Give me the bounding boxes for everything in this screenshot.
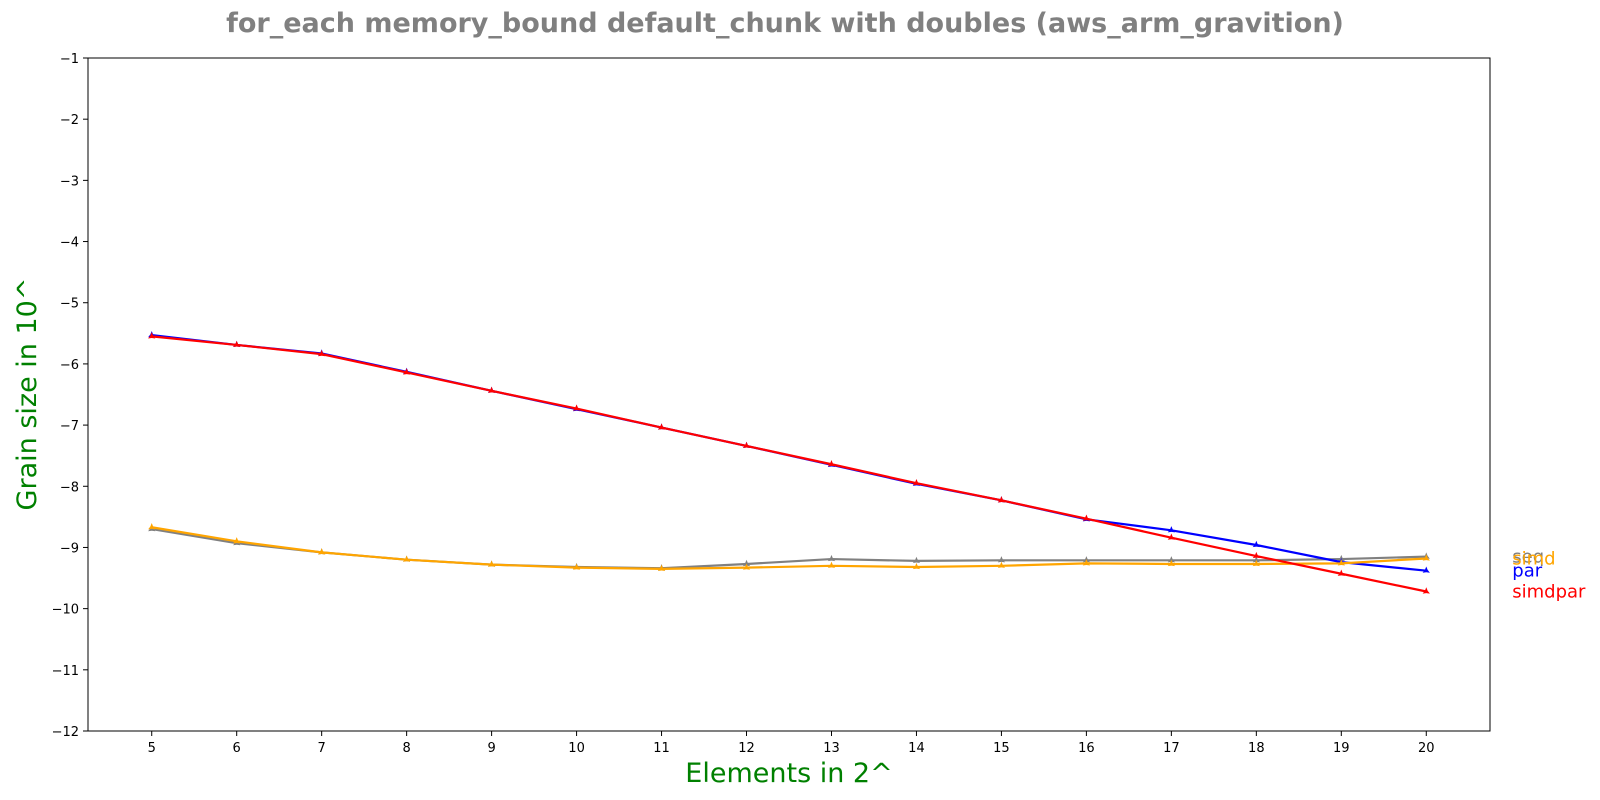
data-point-simdpar [742, 441, 751, 448]
data-point-seq [912, 556, 921, 564]
series-label-simdpar: simdpar [1512, 582, 1586, 603]
y-tick-label: −9 [60, 541, 79, 556]
data-point-seq [827, 554, 836, 562]
data-point-seq [1252, 556, 1260, 563]
x-tick-label: 5 [148, 741, 156, 756]
data-point-seq [742, 559, 751, 567]
y-tick-label: −7 [60, 419, 79, 434]
series-line-simd [151, 526, 1427, 570]
data-point-simd [318, 548, 326, 555]
data-point-simd [1422, 554, 1430, 561]
y-tick-label: −3 [60, 174, 79, 189]
x-tick-label: 16 [1078, 741, 1095, 756]
data-point-simdpar [1337, 569, 1345, 576]
data-point-simd [1082, 559, 1091, 566]
y-axis-ticks: −1 −2 −3 −4 −5 −6 −7 −8 −9 −10 −11 −12 [52, 52, 88, 740]
x-tick-label: 10 [568, 741, 585, 756]
x-tick-label: 18 [1248, 741, 1265, 756]
x-tick-label: 9 [487, 741, 495, 756]
data-point-simd [487, 560, 496, 567]
data-point-simdpar [572, 404, 581, 411]
x-tick-label: 7 [318, 741, 326, 756]
series-line-simdpar [151, 335, 1427, 593]
data-point-simd [1252, 559, 1260, 567]
x-tick-label: 13 [823, 741, 840, 756]
x-tick-label: 14 [908, 741, 925, 756]
data-point-par [1252, 540, 1260, 548]
data-point-simdpar [1252, 551, 1260, 559]
data-point-simdpar [148, 332, 156, 339]
series-label-seq: seq [1512, 547, 1544, 568]
data-point-simdpar [403, 368, 411, 375]
x-tick-label: 15 [993, 741, 1010, 756]
y-tick-label: −1 [60, 52, 79, 67]
data-point-simdpar [997, 496, 1006, 503]
x-tick-label: 20 [1418, 741, 1435, 756]
data-point-simdpar [1422, 587, 1430, 594]
data-point-par [1167, 526, 1175, 533]
data-point-seq [1167, 556, 1175, 563]
data-point-simdpar [1167, 533, 1175, 540]
chart-title: for_each memory_bound default_chunk with… [226, 8, 1344, 39]
data-point-simdpar [1082, 514, 1091, 521]
series-par [148, 330, 1430, 573]
data-point-simdpar [487, 386, 496, 393]
y-tick-label: −4 [60, 236, 79, 251]
series-simd [148, 523, 1430, 571]
y-axis-label: Grain size in 10^ [12, 278, 43, 511]
plot-frame [87, 57, 1491, 732]
x-tick-label: 19 [1333, 741, 1350, 756]
y-tick-label: −5 [60, 297, 79, 312]
data-point-simd [997, 561, 1006, 568]
series-label-par: par [1512, 561, 1542, 582]
series-label-simd: simd [1512, 548, 1555, 569]
series-simdpar [148, 332, 1430, 594]
data-point-simd [403, 555, 411, 562]
data-point-simd [1337, 559, 1345, 566]
y-tick-label: −11 [52, 664, 79, 679]
x-axis-ticks: 5 6 7 8 9 10 11 12 13 14 15 16 17 18 19 20 [148, 731, 1435, 756]
x-tick-label: 11 [653, 741, 670, 756]
data-point-simdpar [233, 340, 241, 348]
data-point-simd [827, 561, 836, 568]
y-tick-label: −8 [60, 480, 79, 495]
data-point-simd [742, 563, 751, 570]
y-tick-label: −2 [60, 113, 79, 128]
data-point-simd [233, 537, 241, 544]
y-tick-label: −10 [52, 603, 79, 618]
y-tick-label: −6 [60, 358, 79, 373]
x-axis-label: Elements in 2^ [685, 758, 892, 789]
x-tick-label: 12 [738, 741, 755, 756]
x-tick-label: 6 [233, 741, 241, 756]
data-point-simd [572, 563, 581, 570]
data-point-simdpar [912, 479, 921, 486]
data-point-simd [148, 523, 156, 530]
data-point-simd [657, 564, 666, 571]
y-tick-label: −12 [52, 725, 79, 740]
data-point-simdpar [827, 460, 836, 467]
series-layer [148, 330, 1430, 594]
series-line-par [151, 334, 1427, 572]
data-point-simdpar [657, 423, 666, 430]
x-tick-label: 17 [1163, 741, 1180, 756]
data-point-par [1422, 566, 1430, 573]
x-tick-label: 8 [402, 741, 410, 756]
data-point-simd [1167, 559, 1175, 567]
data-point-seq [997, 556, 1006, 563]
series-line-seq [151, 528, 1427, 570]
data-point-simd [912, 562, 921, 570]
data-point-simdpar [318, 349, 326, 357]
